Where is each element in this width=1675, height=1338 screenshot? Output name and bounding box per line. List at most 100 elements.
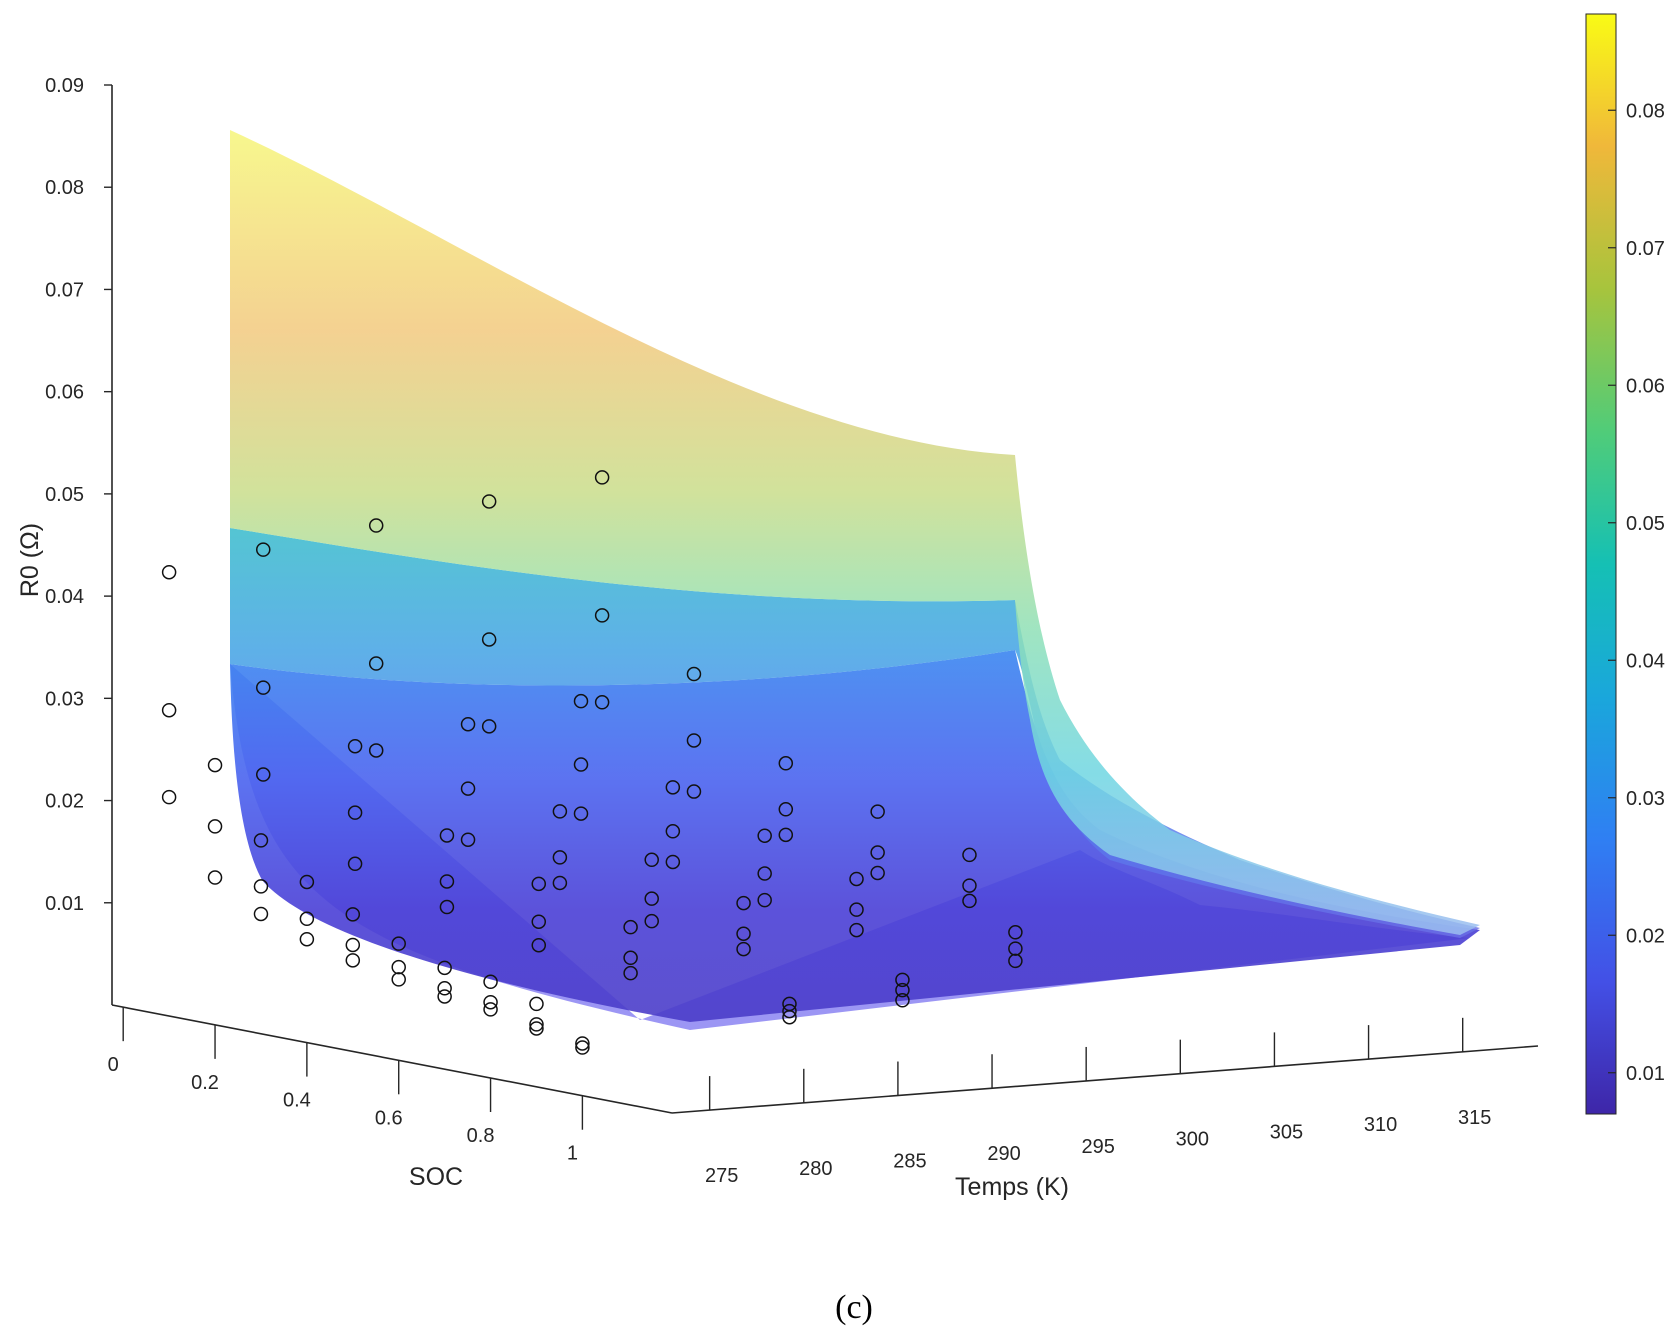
y-tick-label: 300 — [1176, 1129, 1209, 1151]
data-point — [256, 767, 271, 782]
data-point — [1008, 953, 1023, 969]
data-point — [594, 608, 610, 623]
data-point — [962, 893, 977, 909]
colorbar: 0.01 0.02 0.03 0.04 0.05 0.06 0.07 0.08 — [1585, 13, 1665, 1115]
x-tick-label: 1 — [567, 1143, 578, 1165]
data-point — [483, 974, 498, 990]
x-tick-label: 0.8 — [467, 1125, 495, 1147]
data-point — [531, 876, 547, 892]
data-point — [460, 716, 476, 732]
data-point — [962, 878, 977, 893]
data-point — [757, 828, 772, 843]
x-axis-label: SOC — [409, 1163, 463, 1191]
data-point — [962, 847, 977, 863]
data-point — [849, 871, 864, 887]
data-point — [895, 993, 910, 1008]
data-point — [736, 926, 751, 941]
data-point — [594, 470, 610, 485]
z-tick-label: 0.04 — [45, 586, 84, 608]
data-point — [778, 756, 794, 771]
colorbar-tick-label: 0.02 — [1626, 925, 1665, 947]
y-tick-label: 310 — [1364, 1114, 1397, 1136]
data-point — [665, 780, 681, 795]
data-point — [552, 804, 568, 819]
y-tick-label: 295 — [1081, 1136, 1114, 1158]
data-point — [665, 854, 681, 870]
data-point — [686, 666, 702, 682]
x-axis-line — [111, 1004, 673, 1114]
data-point — [481, 632, 497, 647]
data-point — [594, 695, 610, 710]
data-point — [437, 989, 452, 1004]
z-tick-label: 0.08 — [45, 177, 84, 199]
axes-group — [111, 85, 1539, 1114]
x-tick-label: 0.4 — [283, 1090, 311, 1112]
data-point — [460, 832, 476, 847]
data-point — [391, 959, 406, 975]
data-point — [644, 913, 659, 929]
data-point — [207, 757, 223, 773]
data-point — [644, 891, 659, 906]
colorbar-tick-label: 0.01 — [1626, 1063, 1665, 1085]
x-tick-label: 0.2 — [191, 1072, 219, 1094]
data-point — [575, 1036, 590, 1051]
data-point — [778, 802, 794, 817]
colorbar-tick-label: 0.06 — [1626, 375, 1665, 397]
data-point — [849, 922, 864, 938]
colorbar-tick-label: 0.04 — [1626, 650, 1665, 672]
data-point — [207, 819, 223, 834]
data-point — [161, 789, 177, 805]
z-tick-label: 0.02 — [45, 791, 84, 813]
data-point — [481, 719, 497, 734]
data-point — [757, 892, 772, 908]
data-point — [481, 494, 497, 509]
data-point — [529, 996, 544, 1012]
surface-low — [230, 650, 1480, 1022]
data-point — [623, 965, 638, 981]
data-point — [256, 680, 271, 695]
data-point — [736, 941, 751, 957]
data-point — [895, 972, 910, 988]
data-point — [686, 784, 702, 799]
data-point — [1008, 925, 1023, 940]
data-point — [483, 1002, 498, 1017]
colorbar-gradient — [1585, 13, 1617, 1115]
surfaces-group — [230, 130, 1480, 1030]
data-point — [736, 895, 751, 911]
data-point — [437, 981, 452, 996]
data-point — [573, 806, 589, 821]
data-point — [849, 902, 864, 917]
data-point — [299, 931, 315, 947]
z-tick-label: 0.03 — [45, 688, 84, 710]
data-point — [368, 656, 384, 671]
colorbar-tick-label: 0.07 — [1626, 238, 1665, 260]
data-point — [347, 805, 363, 820]
data-point — [529, 1017, 544, 1032]
data-point — [575, 1040, 590, 1055]
colorbar-ticks-group: 0.01 0.02 0.03 0.04 0.05 0.06 0.07 0.08 — [1608, 100, 1665, 1085]
surface-top — [230, 130, 1480, 935]
data-point — [253, 833, 269, 848]
data-point — [895, 982, 910, 998]
data-point — [368, 518, 384, 533]
z-tick-label: 0.06 — [45, 382, 84, 404]
data-point — [299, 874, 315, 890]
y-ticks-group: 275 280 285 290 295 300 305 310 315 — [705, 1017, 1491, 1187]
x-tick-label: 0 — [108, 1054, 119, 1076]
data-point — [368, 743, 384, 758]
data-point — [531, 937, 547, 953]
data-point — [644, 852, 659, 868]
data-point — [870, 845, 885, 860]
y-tick-label: 280 — [799, 1158, 832, 1180]
data-points-group — [161, 470, 1023, 1055]
data-point — [347, 856, 363, 872]
data-point — [347, 738, 363, 754]
z-axis-label: R0 (Ω) — [16, 523, 44, 597]
z-tick-label: 0.05 — [45, 484, 84, 506]
data-point — [531, 914, 547, 929]
z-tick-label: 0.01 — [45, 893, 84, 915]
colorbar-tick-label: 0.05 — [1626, 513, 1665, 535]
figure-caption: (c) — [835, 1289, 873, 1326]
y-axis-line — [671, 1045, 1539, 1114]
data-point — [161, 564, 177, 580]
